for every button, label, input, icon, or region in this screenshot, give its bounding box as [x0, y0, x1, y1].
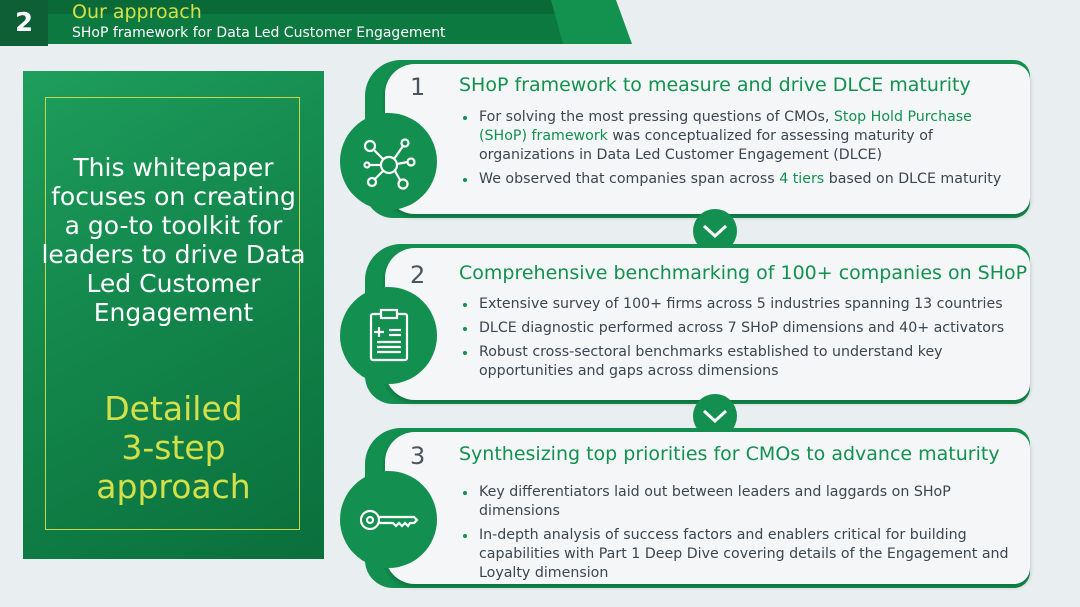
header-banner: [0, 0, 632, 46]
bullet-text: was conceptualized for assessing maturit…: [479, 128, 933, 163]
card-body: [385, 248, 1030, 400]
list-item: For solving the most pressing questions …: [459, 108, 1018, 165]
accent-line: 3-step: [121, 428, 226, 467]
step-card-1: 1 SHoP framework to measure and drive DL…: [340, 60, 1040, 218]
step-title: Synthesizing top priorities for CMOs to …: [459, 443, 1000, 465]
list-item: In-depth analysis of success factors and…: [459, 526, 1018, 583]
summary-line: Engagement: [93, 298, 254, 327]
panel-frame: [45, 97, 300, 530]
bullet-text: We observed that companies span across: [479, 171, 780, 187]
card-body: [385, 64, 1030, 214]
list-item: DLCE diagnostic performed across 7 SHoP …: [459, 319, 1018, 338]
step-number: 1: [410, 73, 426, 101]
section-subtitle: SHoP framework for Data Led Customer Eng…: [72, 25, 446, 41]
slide-header: 2 Our approach SHoP framework for Data L…: [0, 0, 1080, 46]
step-card-3: 3 Synthesizing top priorities for CMOs t…: [340, 428, 1040, 588]
step-number: 2: [410, 261, 426, 289]
list-item: Key differentiators laid out between lea…: [459, 483, 1018, 521]
clipboard-icon: [340, 287, 437, 384]
list-item: Extensive survey of 100+ firms across 5 …: [459, 295, 1018, 314]
step-title: SHoP framework to measure and drive DLCE…: [459, 74, 971, 96]
summary-line: Led Customer: [86, 269, 261, 298]
bullet-text: For solving the most pressing questions …: [479, 109, 834, 125]
bullet-list: Extensive survey of 100+ firms across 5 …: [459, 295, 1018, 386]
highlight-text: Stop Hold Purchase (SHoP) framework: [479, 109, 972, 144]
accent-text: Detailed 3-step approach: [23, 389, 324, 506]
network-icon: [340, 113, 437, 210]
step-title: Comprehensive benchmarking of 100+ compa…: [459, 262, 1028, 284]
highlight-text: 4 tiers: [779, 171, 825, 187]
bullet-text: based on DLCE maturity: [824, 171, 1002, 187]
summary-panel: This whitepaper focuses on creating a go…: [23, 71, 324, 559]
list-item: We observed that companies span across 4…: [459, 170, 1018, 189]
summary-text: This whitepaper focuses on creating a go…: [23, 153, 324, 327]
step-number: 3: [410, 442, 426, 470]
accent-line: approach: [96, 467, 251, 506]
summary-line: leaders to drive Data: [41, 240, 306, 269]
summary-line: focuses on creating: [51, 182, 296, 211]
page-number: 2: [14, 8, 34, 38]
card-body: [385, 432, 1030, 584]
accent-line: Detailed: [104, 389, 243, 428]
key-icon: [340, 471, 437, 568]
bullet-list: Key differentiators laid out between lea…: [459, 483, 1018, 588]
summary-line: This whitepaper: [73, 153, 274, 182]
section-title: Our approach: [72, 1, 202, 23]
summary-line: a go-to toolkit for: [64, 211, 283, 240]
step-card-2: 2 Comprehensive benchmarking of 100+ com…: [340, 244, 1040, 404]
list-item: Robust cross-sectoral benchmarks establi…: [459, 343, 1018, 381]
bullet-list: For solving the most pressing questions …: [459, 108, 1018, 194]
